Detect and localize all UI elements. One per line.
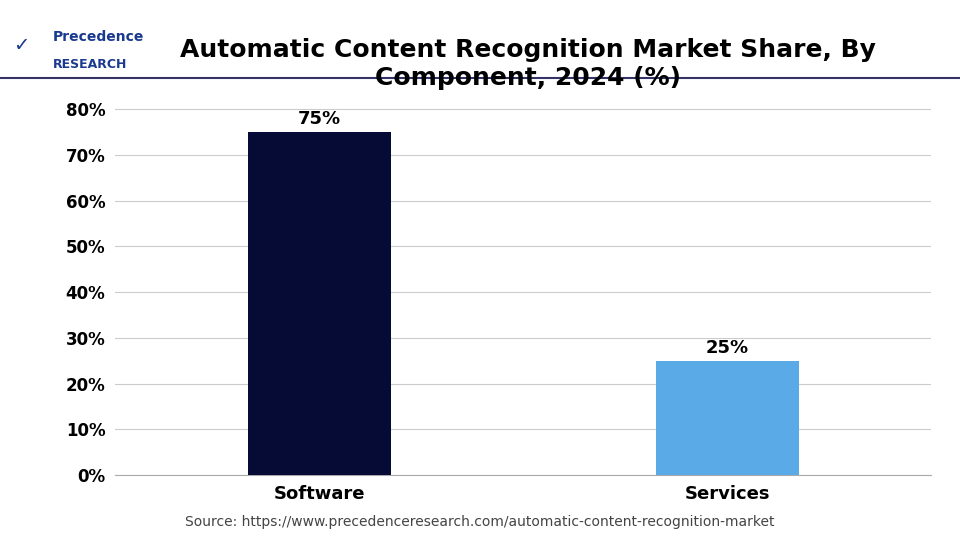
- Text: 25%: 25%: [706, 339, 749, 357]
- Text: Source: https://www.precedenceresearch.com/automatic-content-recognition-market: Source: https://www.precedenceresearch.c…: [185, 515, 775, 529]
- Bar: [656, 361, 799, 475]
- Text: Precedence: Precedence: [53, 30, 144, 44]
- Text: Automatic Content Recognition Market Share, By
Component, 2024 (%): Automatic Content Recognition Market Sha…: [180, 38, 876, 90]
- Bar: [248, 132, 391, 475]
- Text: RESEARCH: RESEARCH: [53, 58, 127, 71]
- Text: ✓: ✓: [12, 36, 29, 55]
- Text: 75%: 75%: [298, 111, 341, 129]
